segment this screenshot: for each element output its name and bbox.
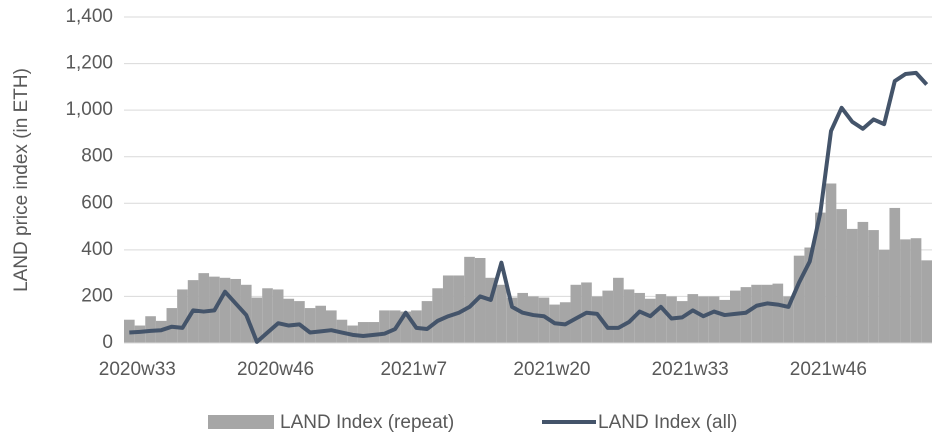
bar [868, 230, 879, 343]
bar [517, 292, 528, 343]
bar [634, 292, 645, 343]
bar [772, 283, 784, 343]
bar [857, 221, 869, 343]
bar [730, 290, 741, 343]
bar [676, 301, 688, 343]
bar [326, 310, 337, 343]
y-tick-label: 1,200 [65, 53, 113, 74]
bar [528, 296, 539, 343]
bar [304, 308, 316, 343]
bar [655, 294, 667, 343]
bar [315, 305, 326, 343]
bar [219, 277, 231, 343]
legend-label: LAND Index (all) [598, 412, 737, 433]
y-tick-label: 800 [81, 146, 113, 167]
bar [432, 288, 443, 343]
x-tick-label: 2021w7 [380, 359, 447, 380]
x-tick-label: 2020w33 [99, 359, 176, 380]
bar [783, 296, 794, 343]
y-tick-label: 1,400 [65, 6, 113, 27]
bar [804, 247, 816, 343]
bar [644, 298, 656, 343]
bar [230, 278, 241, 343]
bar [815, 212, 826, 343]
bar [421, 301, 433, 343]
bar [825, 183, 837, 343]
bar [485, 277, 497, 343]
bar [496, 284, 507, 343]
bar [708, 296, 720, 343]
bar [613, 277, 624, 343]
bar [751, 284, 762, 343]
legend-swatch [208, 415, 274, 429]
y-tick-label: 1,000 [65, 99, 113, 120]
bar [368, 322, 380, 343]
bar [740, 287, 752, 343]
x-tick-label: 2021w33 [652, 359, 729, 380]
bar [591, 296, 603, 343]
bar [262, 288, 273, 343]
bar [506, 297, 518, 343]
bar [889, 207, 901, 343]
bar [793, 255, 805, 343]
y-axis-title: LAND price index (in ETH) [11, 68, 32, 292]
bar [283, 298, 295, 343]
bar [357, 322, 369, 343]
line [129, 70, 929, 344]
y-tick-label: 0 [102, 332, 113, 353]
bar [602, 290, 614, 343]
x-tick-label: 2021w20 [513, 359, 590, 380]
bar [921, 260, 932, 343]
bar [687, 294, 699, 343]
x-tick-label: 2021w46 [790, 359, 867, 380]
bar [400, 311, 412, 343]
x-tick-label: 2020w46 [237, 359, 314, 380]
bar [134, 325, 146, 343]
bar [474, 258, 486, 343]
bar [570, 284, 582, 343]
bar [538, 297, 550, 343]
bar [900, 239, 911, 343]
bar [442, 275, 454, 343]
bar [698, 296, 709, 343]
bar [251, 297, 263, 343]
bar [272, 289, 284, 343]
bar [294, 301, 305, 343]
y-tick-label: 400 [81, 239, 113, 260]
bar [198, 273, 210, 343]
bar [719, 299, 730, 343]
bar [379, 310, 390, 343]
legend-label: LAND Index (repeat) [280, 412, 454, 433]
bar [761, 284, 773, 343]
bar [464, 256, 475, 343]
bar [836, 209, 847, 343]
bar [846, 228, 858, 343]
bar [453, 275, 465, 343]
bar [878, 249, 890, 343]
y-tick-label: 200 [81, 285, 113, 306]
bar [177, 289, 188, 343]
bar [910, 238, 922, 343]
y-tick-label: 600 [81, 192, 113, 213]
bar [623, 289, 635, 343]
